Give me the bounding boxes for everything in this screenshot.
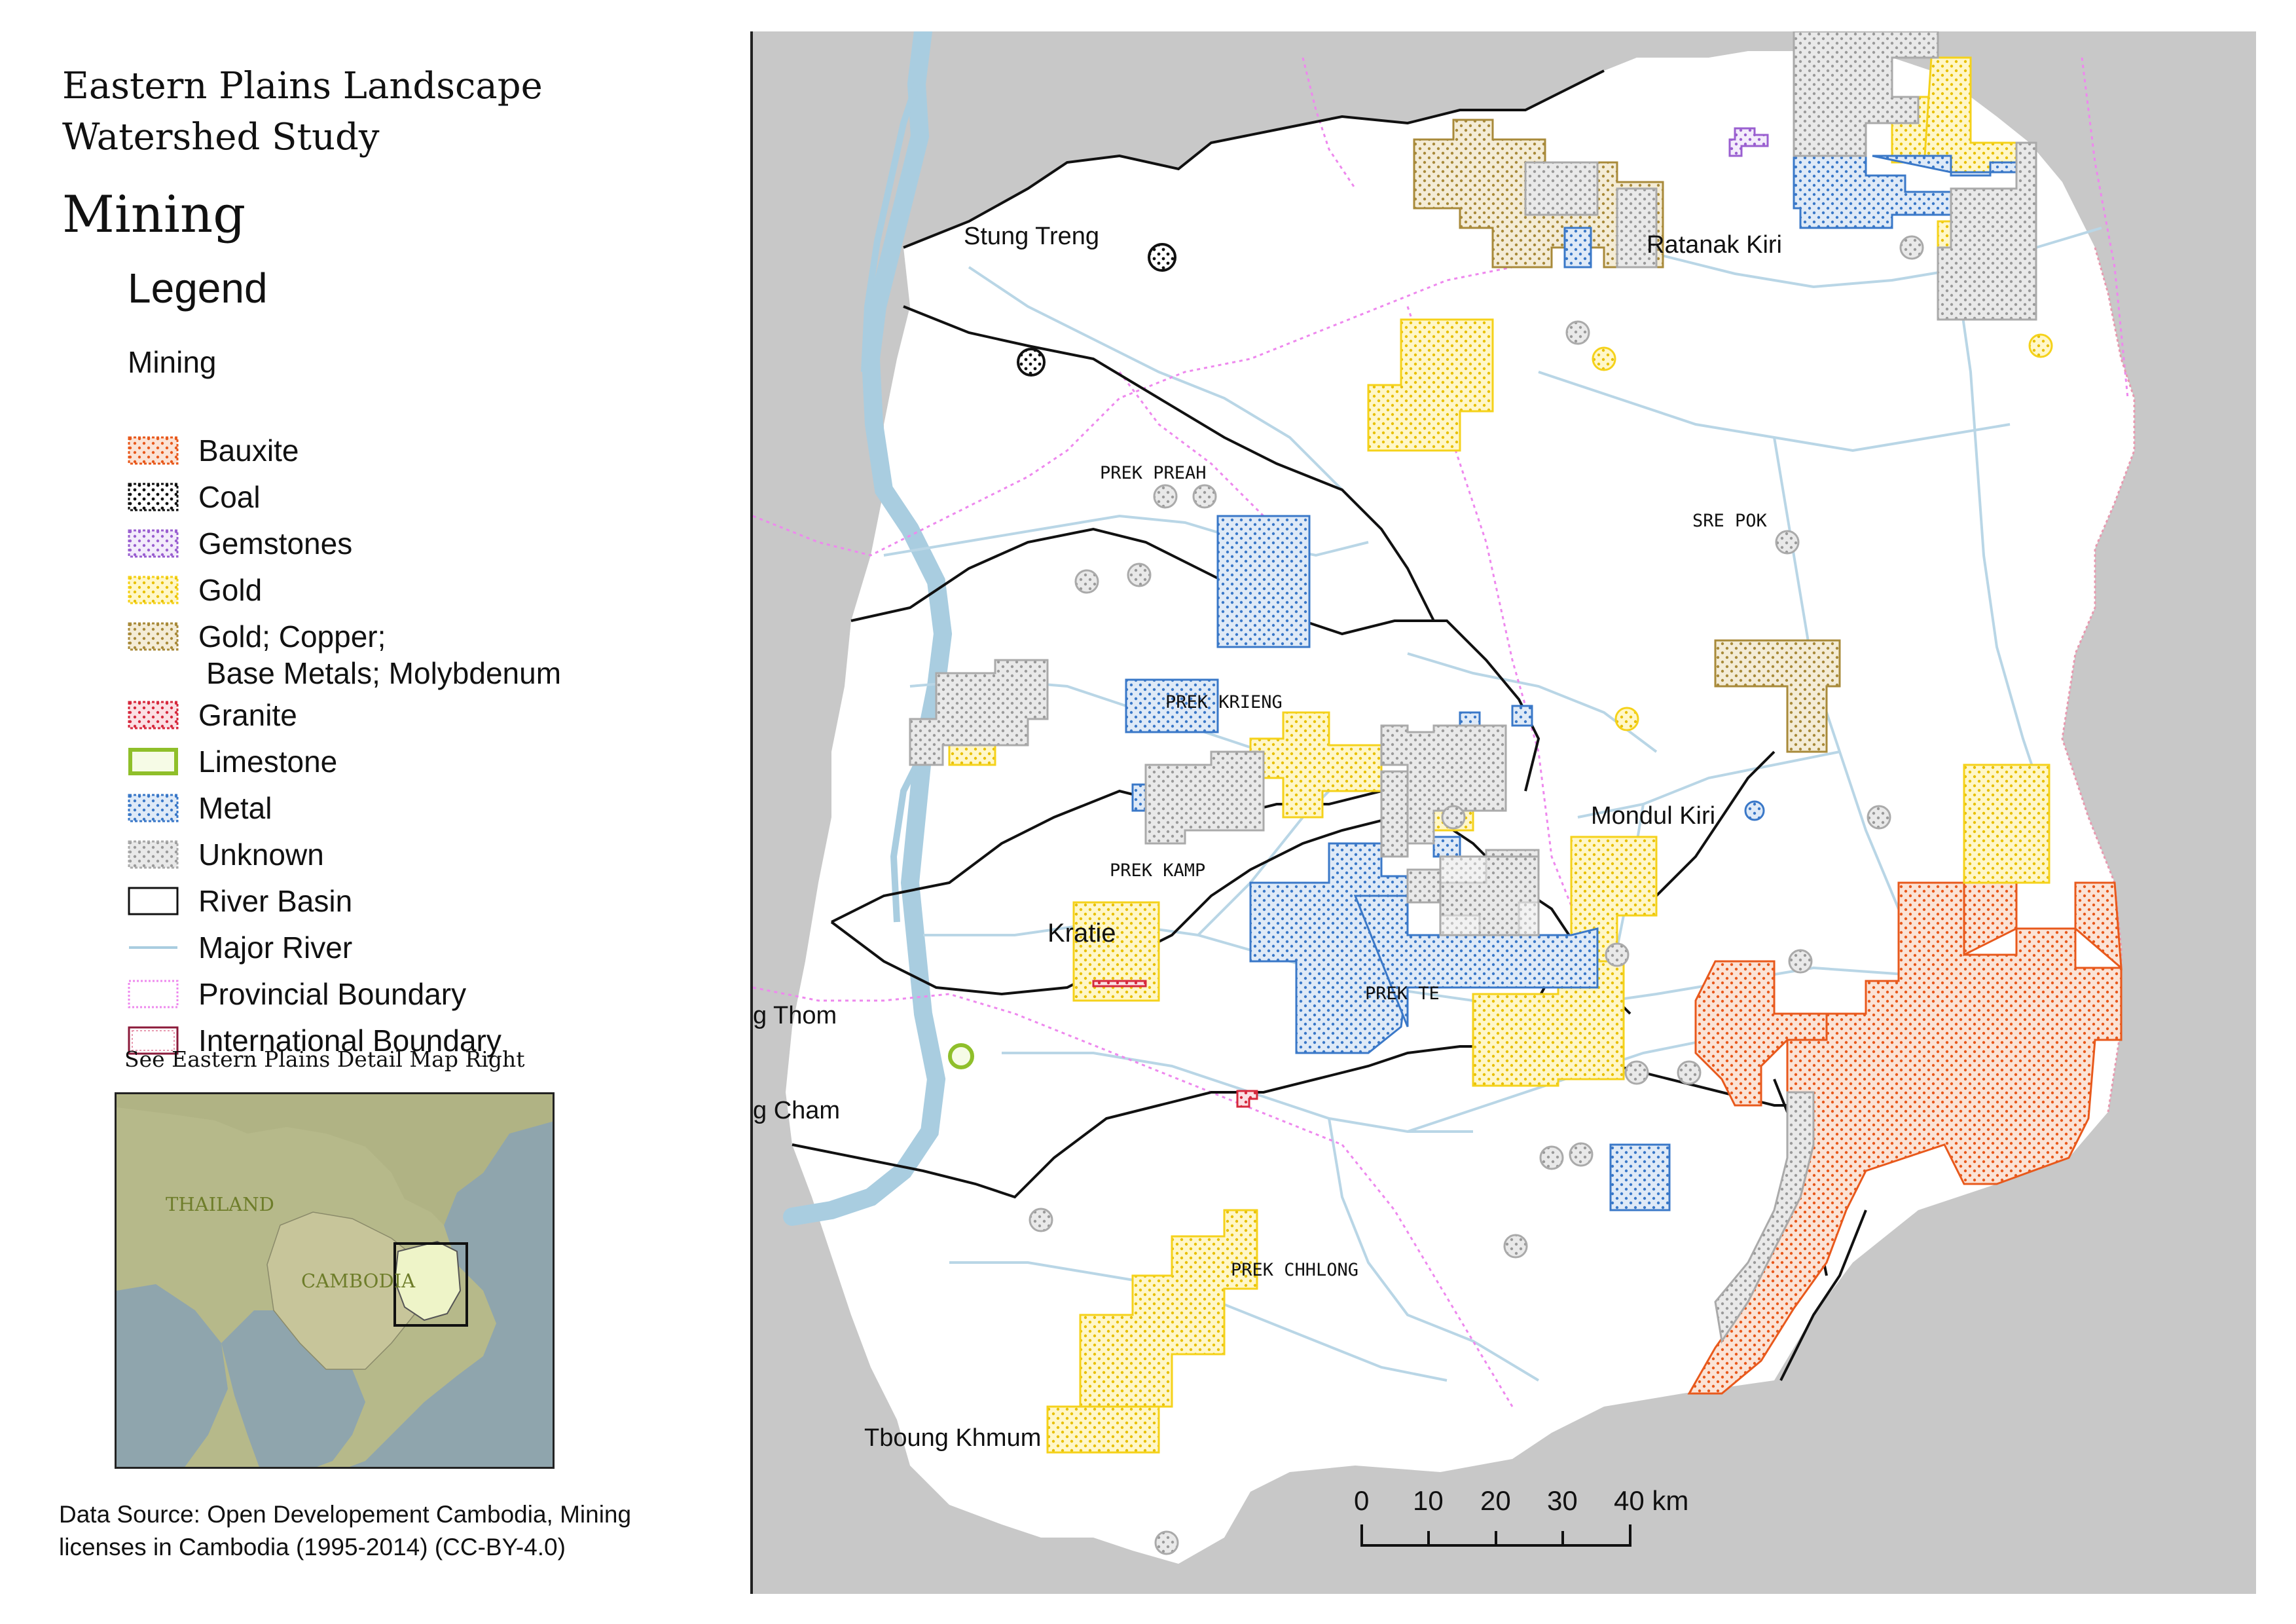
coal-swatch-icon [128, 483, 179, 511]
gold-swatch-icon [128, 576, 179, 604]
gold-copper-swatch-icon [128, 622, 179, 651]
place-mondul-kiri: Mondul Kiri [1591, 802, 1715, 830]
provincial-boundary-swatch-icon [128, 980, 179, 1008]
scale-bar: 0 10 20 30 40 km [1354, 1485, 1688, 1547]
granite-swatch-icon [128, 701, 179, 729]
locator-inset-map: THAILAND CAMBODIA [115, 1092, 555, 1469]
river-basins [792, 69, 1984, 1381]
basin-label-prek-chhlong: PREK CHHLONG [1231, 1260, 1358, 1280]
legend-label: Granite [198, 698, 297, 732]
legend-label: International Boundary [198, 1024, 501, 1058]
inset-map-graphic: THAILAND CAMBODIA [117, 1094, 553, 1467]
place-kampong-cham-partial: g Cham [753, 1097, 840, 1124]
main-map-graphic: Stung Treng Ratanak Kiri Mondul Kiri Kra… [753, 31, 2256, 1594]
map-title-line2: Watershed Study [62, 116, 380, 158]
scale-tick-0: 0 [1354, 1485, 1369, 1516]
data-source-line2: licenses in Cambodia (1995-2014) (CC-BY-… [59, 1534, 566, 1560]
unknown-swatch-icon [128, 840, 179, 869]
basin-label-prek-kamp: PREK KAMP [1110, 860, 1205, 881]
basin-label-prek-krieng: PREK KRIENG [1165, 692, 1283, 712]
map-subject: Mining [62, 185, 246, 244]
place-kratie: Kratie [1048, 919, 1116, 948]
basin-label-prek-preah: PREK PREAH [1100, 463, 1207, 483]
metal-swatch-icon [128, 794, 179, 822]
detail-map-note: See Eastern Plains Detail Map Right [124, 1046, 525, 1072]
legend-label: Unknown [198, 838, 324, 872]
legend-title: Legend [128, 265, 268, 312]
scale-tick-30: 30 [1547, 1485, 1578, 1516]
place-ratanak-kiri: Ratanak Kiri [1647, 231, 1782, 259]
limestone-site [948, 1043, 974, 1069]
inset-label-cambodia: CAMBODIA [301, 1270, 416, 1292]
scale-tick-20: 20 [1480, 1485, 1511, 1516]
legend-label: Gold [198, 573, 263, 607]
legend-label: Gemstones [198, 526, 353, 561]
unknown-concessions [909, 31, 2037, 1555]
inset-label-thailand: THAILAND [166, 1193, 274, 1215]
scale-tick-40-km: 40 km [1614, 1485, 1688, 1516]
mekong-river-branch [861, 83, 926, 923]
data-source-line1: Data Source: Open Developement Cambodia,… [59, 1501, 632, 1528]
place-tboung-khmum: Tboung Khmum [864, 1424, 1041, 1452]
map-title-line1: Eastern Plains Landscape [62, 65, 543, 107]
major-river-swatch-icon [129, 946, 177, 949]
gold-concessions [948, 56, 2053, 1454]
basin-label-prek-te: PREK TE [1365, 984, 1440, 1004]
river-basin-swatch-icon [128, 887, 179, 915]
legend-label: River Basin [198, 884, 353, 918]
scale-tick-10: 10 [1413, 1485, 1444, 1516]
legend-label: Metal [198, 791, 272, 825]
basin-label-sre-pok: SRE POK [1692, 511, 1768, 531]
gemstones-swatch-icon [128, 529, 179, 558]
limestone-swatch-icon [128, 748, 178, 775]
international-boundary-swatch-icon [128, 1026, 179, 1055]
place-stung-treng: Stung Treng [964, 223, 1099, 250]
legend-label: Major River [198, 931, 353, 965]
data-source: Data Source: Open Developement Cambodia,… [59, 1498, 733, 1564]
gemstones-site [1728, 127, 1769, 157]
granite-sites [1092, 980, 1258, 1108]
legend-label: Gold; Copper; [198, 619, 386, 654]
international-boundary [2061, 247, 2136, 1113]
legend-panel: Eastern Plains Landscape Watershed Study… [39, 31, 753, 1594]
legend-label-continued: Base Metals; Molybdenum [206, 656, 562, 690]
place-kampong-thom-partial: g Thom [753, 1002, 837, 1029]
metal-concessions [1125, 155, 2031, 1211]
legend-label: Coal [198, 480, 261, 514]
legend-label: Provincial Boundary [198, 977, 467, 1011]
legend-label: Limestone [198, 745, 338, 779]
main-map: Stung Treng Ratanak Kiri Mondul Kiri Kra… [753, 31, 2256, 1594]
legend-group-label: Mining [128, 345, 217, 379]
legend-label: Bauxite [198, 434, 299, 468]
mekong-river [783, 31, 953, 1226]
coal-sites [1017, 243, 1176, 377]
bauxite-swatch-icon [128, 436, 179, 465]
